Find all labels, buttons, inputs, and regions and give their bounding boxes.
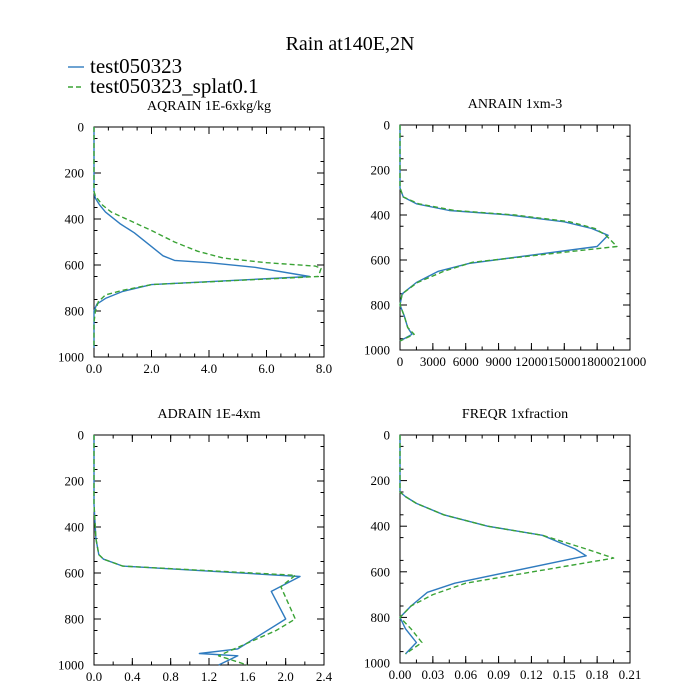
x-tick-label: 0.8	[163, 669, 179, 684]
y-tick-label: 600	[65, 258, 85, 273]
y-tick-label: 800	[371, 610, 391, 625]
x-tick-label: 21000	[614, 354, 647, 369]
y-tick-label: 400	[371, 208, 391, 223]
y-tick-label: 200	[65, 166, 85, 181]
x-tick-label: 0.4	[124, 669, 141, 684]
panel-freqr: FREQR 1xfraction 0.00 0.03 0.06 0.09 0.12 0.15…	[364, 407, 641, 682]
panel-title-adrain: ADRAIN 1E-4xm	[157, 407, 260, 422]
y-tick-label: 1000	[364, 343, 390, 358]
series-line-splat-anrain	[399, 125, 618, 342]
series-line-splat-aqrain	[93, 127, 322, 348]
x-tick-label: 6.0	[258, 361, 274, 376]
y-tick-label: 800	[65, 612, 85, 627]
y-tick-label: 200	[371, 163, 391, 178]
y-tick-label: 1000	[58, 350, 84, 365]
y-tick-label: 400	[65, 520, 85, 535]
plot-frame-aqrain	[93, 126, 325, 358]
x-tick-label: 0.18	[586, 667, 609, 682]
x-tick-label: 4.0	[201, 361, 217, 376]
x-tick-label: 0.12	[520, 667, 543, 682]
series-line-test050323-freqr	[399, 435, 587, 655]
y-tick-label: 400	[371, 519, 391, 534]
x-tick-label: 12000	[515, 354, 548, 369]
x-tick-label: 0.15	[553, 667, 576, 682]
panel-aqrain: AQRAIN 1E-6xkg/kg 0.0 2.0 4.0 6.0 8.0 0 200 400 6…	[58, 99, 332, 376]
series-line-test050323-aqrain	[93, 127, 311, 348]
x-tick-label: 0.06	[454, 667, 477, 682]
y-tick-label: 0	[384, 118, 391, 133]
x-tick-label: 0.0	[86, 669, 102, 684]
legend-label-test050323: test050323	[90, 54, 182, 78]
y-tick-label: 200	[65, 474, 85, 489]
y-tick-label: 0	[384, 428, 391, 443]
x-tick-label: 2.0	[278, 669, 294, 684]
panel-anrain: ANRAIN 1xm-30 3000 6000 9000 12000 15000 18000…	[364, 97, 646, 369]
panel-title-anrain: ANRAIN 1xm-3	[468, 97, 563, 112]
x-tick-label: 6000	[453, 354, 479, 369]
series-line-test050323-adrain	[93, 435, 301, 666]
y-tick-label: 600	[371, 253, 391, 268]
x-tick-label: 1.2	[201, 669, 217, 684]
y-tick-label: 600	[371, 564, 391, 579]
x-tick-label: 9000	[486, 354, 512, 369]
y-tick-label: 800	[371, 298, 391, 313]
panels: AQRAIN 1E-6xkg/kg 0.0 2.0 4.0 6.0 8.0 0 200 400 6…	[58, 97, 646, 684]
y-tick-label: 0	[78, 428, 85, 443]
legend: test050323 test050323_splat0.1	[68, 54, 259, 98]
y-tick-label: 600	[65, 566, 85, 581]
y-tick-label: 800	[65, 304, 85, 319]
x-tick-label: 0.00	[389, 667, 412, 682]
x-tick-label: 0.21	[619, 667, 642, 682]
plot-frame-freqr	[399, 434, 631, 664]
y-tick-label: 200	[371, 473, 391, 488]
series-line-test050323-anrain	[399, 125, 609, 342]
x-tick-label: 1.6	[239, 669, 256, 684]
x-tick-label: 18000	[581, 354, 614, 369]
panel-title-freqr: FREQR 1xfraction	[462, 407, 568, 422]
x-tick-label: 0.0	[86, 361, 102, 376]
x-tick-label: 2.4	[316, 669, 333, 684]
plot-frame-anrain	[399, 124, 631, 351]
series-line-splat-adrain	[93, 435, 296, 666]
chart-title: Rain at140E,2N	[286, 33, 415, 55]
panel-title-aqrain: AQRAIN 1E-6xkg/kg	[147, 99, 271, 114]
x-tick-label: 0	[397, 354, 404, 369]
y-tick-label: 400	[65, 212, 85, 227]
x-tick-label: 15000	[548, 354, 581, 369]
plot-frame-adrain	[93, 434, 325, 666]
x-tick-label: 0.09	[487, 667, 510, 682]
x-tick-label: 8.0	[316, 361, 332, 376]
y-tick-label: 0	[78, 120, 85, 135]
y-tick-label: 1000	[58, 658, 84, 673]
y-tick-label: 1000	[364, 656, 390, 671]
x-tick-label: 3000	[420, 354, 446, 369]
x-tick-label: 2.0	[143, 361, 159, 376]
series-line-splat-freqr	[399, 435, 615, 655]
x-tick-label: 0.03	[421, 667, 444, 682]
panel-adrain: ADRAIN 1E-4xm 0.0 0.4 0.8 1.2 1.6 2.0 2.4 0 200 40…	[58, 407, 333, 684]
legend-label-splat: test050323_splat0.1	[90, 74, 259, 98]
